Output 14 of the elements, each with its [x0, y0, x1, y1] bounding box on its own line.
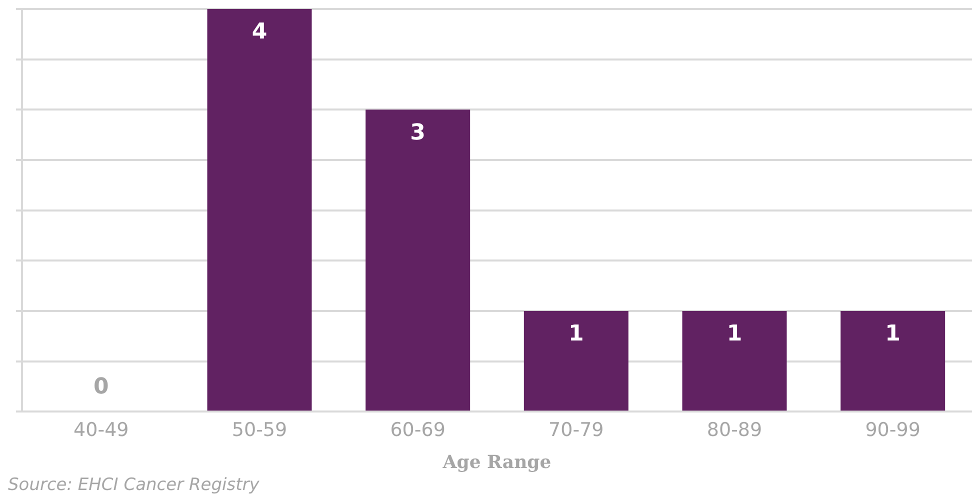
data-label: 1	[885, 322, 900, 347]
data-label: 1	[726, 322, 742, 347]
x-tick-label: 40-49	[74, 418, 129, 441]
x-tick-label: 60-69	[390, 418, 446, 441]
source-note: Source: EHCI Cancer Registry	[8, 474, 260, 495]
data-label: 1	[568, 322, 584, 347]
data-label: 3	[410, 120, 426, 146]
x-tick-label: 70-79	[548, 418, 604, 441]
x-tick-label: 80-89	[706, 418, 762, 441]
x-axis-title: Age Range	[442, 452, 552, 473]
data-label: 0	[94, 374, 109, 400]
x-tick-label: 90-99	[865, 418, 920, 441]
x-tick-label: 50-59	[232, 418, 288, 441]
data-label: 4	[252, 20, 268, 45]
